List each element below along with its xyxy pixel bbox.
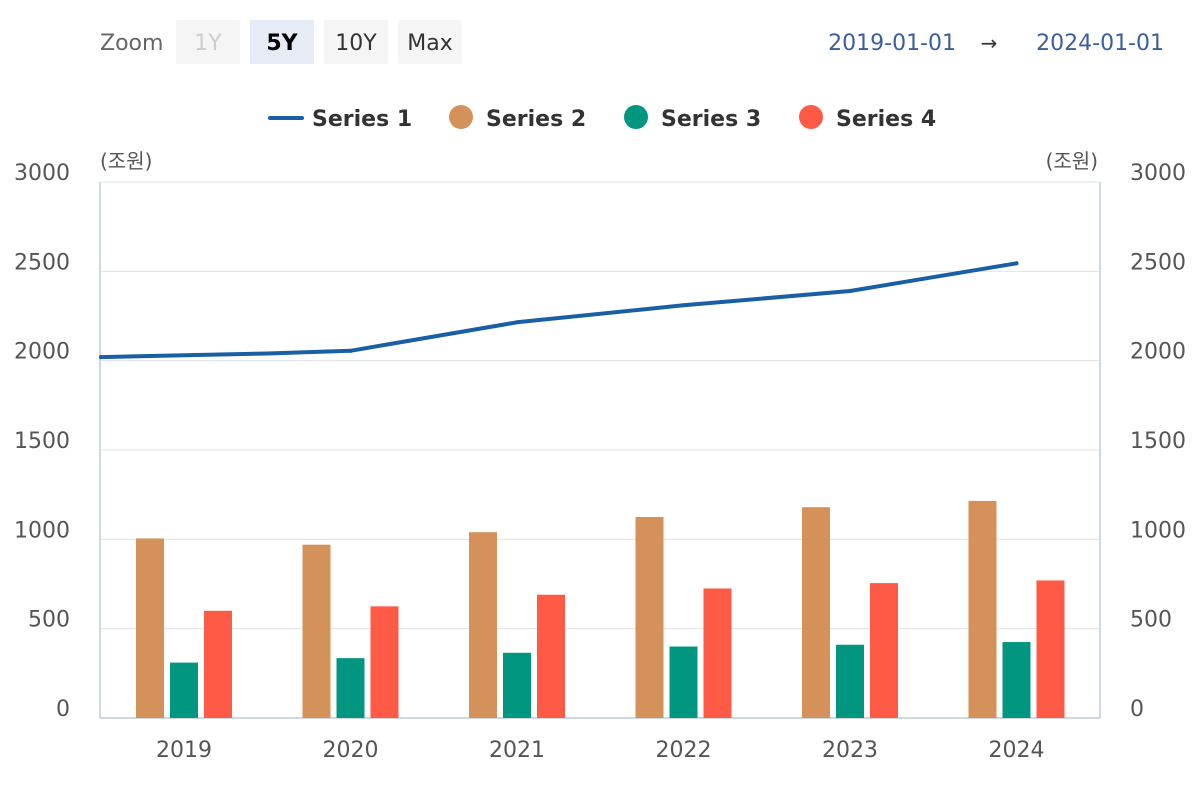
- range-start-input[interactable]: 2019-01-01: [828, 31, 956, 56]
- bar-series-3-2023[interactable]: [836, 644, 864, 718]
- x-tick-2024: 2024: [989, 738, 1045, 763]
- legend-symbol-series-3[interactable]: [624, 105, 648, 129]
- y-axis-right-ticks: 0 500 1000 1500 2000 2500 3000: [1130, 161, 1186, 722]
- legend: Series 1 Series 2 Series 3 Series 4: [268, 105, 936, 132]
- line-series-1-point-3[interactable]: [515, 320, 519, 325]
- bar-series-2-2019[interactable]: [136, 538, 164, 718]
- zoom-button-5y[interactable]: 5Y: [250, 20, 314, 64]
- range-end-input[interactable]: 2024-01-01: [1036, 31, 1164, 56]
- zoom-button-max-label[interactable]: Max: [407, 31, 452, 56]
- range-selector: 2019-01-01 → 2024-01-01: [828, 31, 1164, 56]
- grid-lines: [100, 181, 1100, 630]
- x-tick-2019: 2019: [156, 738, 212, 763]
- y-tick-right-1000: 1000: [1130, 518, 1186, 543]
- bar-series-4-2024[interactable]: [1036, 580, 1065, 718]
- legend-item-series-1[interactable]: Series 1: [268, 107, 412, 132]
- bar-series-2-2024[interactable]: [968, 500, 997, 718]
- zoom-button-5y-bg[interactable]: [250, 20, 314, 64]
- zoom-button-10y-bg[interactable]: [324, 20, 388, 64]
- zoom-button-5y-label[interactable]: 5Y: [266, 31, 298, 56]
- zoom-button-1y[interactable]: 1Y: [176, 20, 240, 64]
- y-tick-left-3000: 3000: [14, 161, 70, 186]
- line-series-1-point-5[interactable]: [848, 288, 852, 293]
- bar-series: [136, 500, 1065, 718]
- x-tick-2022: 2022: [656, 738, 712, 763]
- zoom-toolbar: Zoom 1Y 5Y 10Y Max: [100, 20, 462, 64]
- y-tick-right-2500: 2500: [1130, 250, 1186, 275]
- y-tick-right-2000: 2000: [1130, 340, 1186, 365]
- bar-series-4-2019[interactable]: [204, 610, 232, 718]
- bar-series-4-2022[interactable]: [703, 588, 732, 718]
- legend-label-series-1[interactable]: Series 1: [312, 107, 412, 132]
- legend-label-series-4[interactable]: Series 4: [836, 107, 936, 132]
- x-tick-2020: 2020: [323, 738, 379, 763]
- y-axis-left-ticks: 0 500 1000 1500 2000 2500 3000: [14, 161, 70, 722]
- bar-series-3-2022[interactable]: [669, 646, 698, 718]
- y-tick-left-2000: 2000: [14, 340, 70, 365]
- zoom-button-1y-bg[interactable]: [176, 20, 240, 64]
- legend-symbol-series-2[interactable]: [449, 105, 473, 129]
- x-axis-ticks: 2019 2020 2021 2022 2023 2024: [156, 738, 1045, 763]
- x-tick-2021: 2021: [489, 738, 545, 763]
- y-tick-right-3000: 3000: [1130, 161, 1186, 186]
- y-tick-right-1500: 1500: [1130, 429, 1186, 454]
- bar-series-2-2023[interactable]: [802, 507, 830, 718]
- line-series-1-point-1[interactable]: [265, 351, 270, 356]
- y-tick-right-0: 0: [1130, 697, 1144, 722]
- axes: [99, 182, 1101, 719]
- bar-series-2-2020[interactable]: [302, 544, 331, 718]
- y-tick-left-2500: 2500: [14, 250, 70, 275]
- line-series: [99, 261, 1019, 360]
- zoom-button-max-bg[interactable]: [398, 20, 462, 64]
- line-series-1-point-2[interactable]: [348, 348, 353, 353]
- y-tick-right-500: 500: [1130, 608, 1172, 633]
- bar-series-4-2021[interactable]: [537, 594, 565, 718]
- legend-label-series-3[interactable]: Series 3: [661, 107, 761, 132]
- bar-series-4-2023[interactable]: [870, 583, 898, 718]
- y-tick-left-0: 0: [56, 697, 70, 722]
- y-tick-left-500: 500: [28, 608, 70, 633]
- bar-series-3-2019[interactable]: [170, 662, 198, 718]
- bar-series-3-2020[interactable]: [336, 658, 365, 718]
- bar-series-3-2021[interactable]: [503, 652, 531, 718]
- x-tick-2023: 2023: [822, 738, 878, 763]
- line-series-1-point-0[interactable]: [99, 355, 103, 360]
- zoom-button-10y[interactable]: 10Y: [324, 20, 388, 64]
- zoom-button-1y-label[interactable]: 1Y: [194, 31, 222, 56]
- bar-series-4-2020[interactable]: [370, 606, 399, 718]
- zoom-button-max[interactable]: Max: [398, 20, 462, 64]
- bar-series-2-2021[interactable]: [469, 532, 497, 718]
- legend-item-series-2[interactable]: Series 2: [449, 105, 586, 132]
- bar-series-2-2022[interactable]: [635, 517, 664, 718]
- legend-item-series-4[interactable]: Series 4: [799, 105, 936, 132]
- legend-symbol-series-4[interactable]: [799, 105, 823, 129]
- line-series-1-point-4[interactable]: [681, 303, 686, 308]
- legend-label-series-2[interactable]: Series 2: [486, 107, 586, 132]
- zoom-label: Zoom: [100, 31, 163, 56]
- range-separator: →: [981, 31, 998, 55]
- legend-item-series-3[interactable]: Series 3: [624, 105, 761, 132]
- line-series-1-point-6[interactable]: [1014, 261, 1019, 266]
- y-tick-left-1500: 1500: [14, 429, 70, 454]
- zoom-button-10y-label[interactable]: 10Y: [335, 31, 377, 56]
- y-axis-right-unit: (조원): [1046, 149, 1098, 173]
- bar-series-3-2024[interactable]: [1002, 642, 1031, 718]
- y-axis-left-unit: (조원): [100, 149, 152, 173]
- y-tick-left-1000: 1000: [14, 518, 70, 543]
- line-series-1-path[interactable]: [99, 261, 1019, 360]
